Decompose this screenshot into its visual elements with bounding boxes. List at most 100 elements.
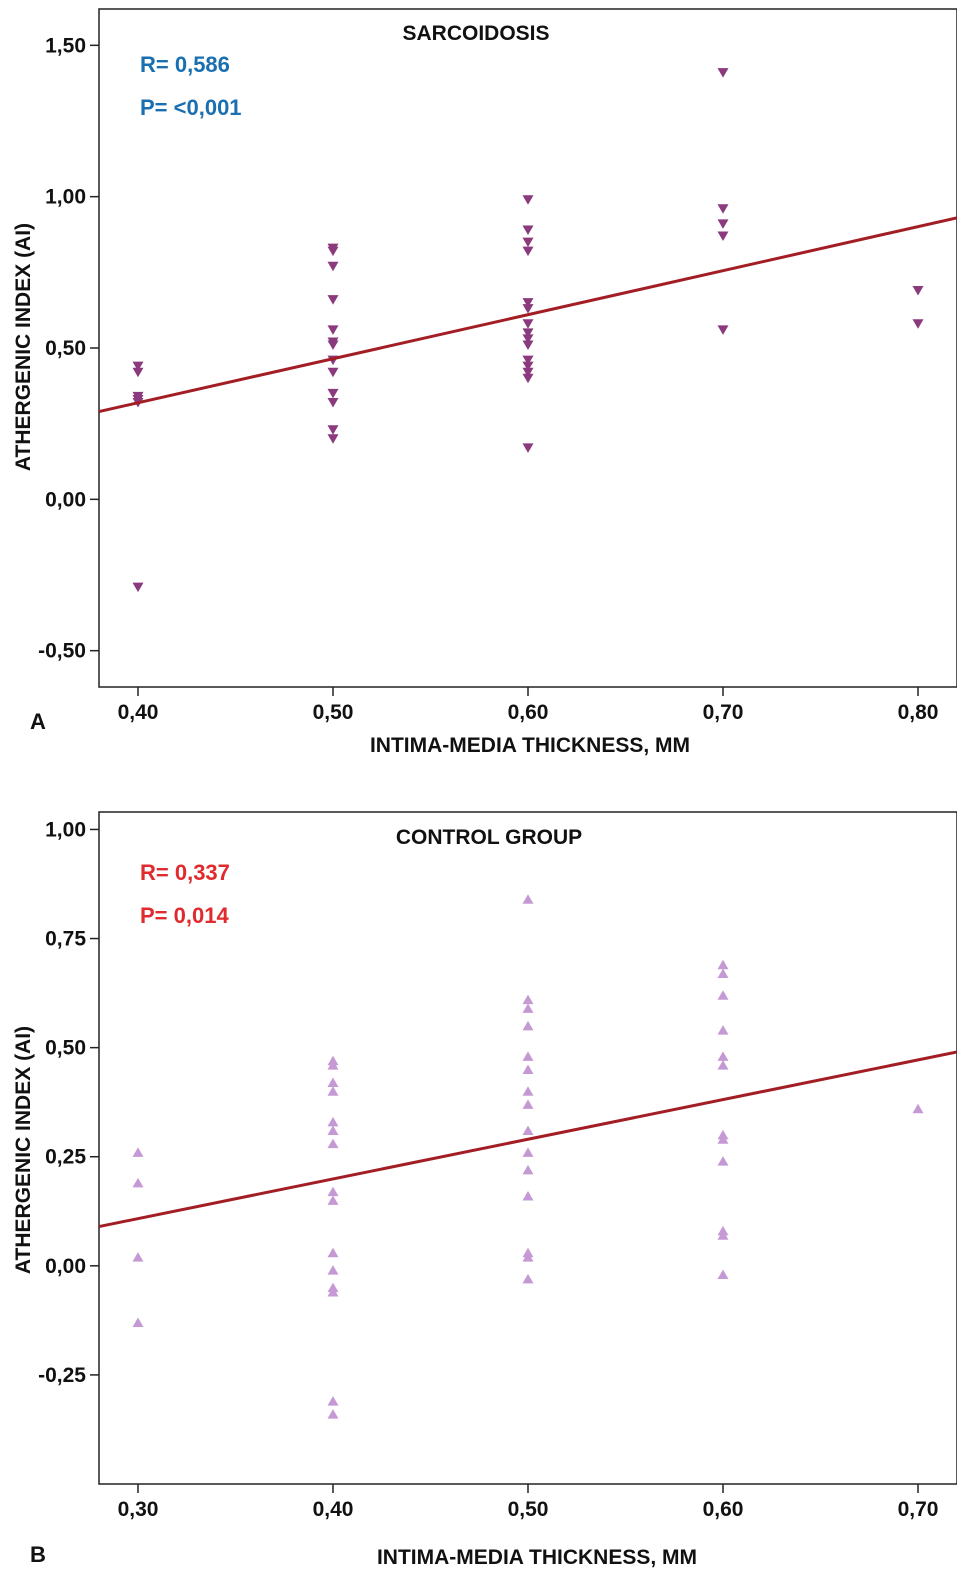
regression-line-b xyxy=(98,1050,957,1229)
x-ticks-b: 0,30 0,40 0,50 0,60 0,70 xyxy=(118,1484,939,1521)
data-point xyxy=(522,355,534,366)
data-point xyxy=(717,959,729,970)
data-point xyxy=(522,237,534,248)
data-point xyxy=(522,1064,534,1074)
points-a xyxy=(132,68,924,593)
data-point xyxy=(717,1134,729,1144)
points-b xyxy=(132,894,924,1419)
data-point xyxy=(717,1060,729,1070)
data-point xyxy=(912,319,924,329)
data-point xyxy=(522,319,534,329)
x-tick-label: 0,60 xyxy=(703,1498,744,1521)
data-point xyxy=(327,1186,339,1197)
data-point xyxy=(327,1409,339,1419)
data-point xyxy=(717,325,729,335)
data-point xyxy=(522,1191,534,1201)
data-point xyxy=(522,1147,534,1157)
data-point xyxy=(717,1156,729,1166)
data-point xyxy=(327,1086,339,1096)
data-point xyxy=(132,582,144,593)
data-point xyxy=(327,1060,339,1070)
data-point xyxy=(327,388,339,399)
data-point xyxy=(912,1103,924,1114)
data-point xyxy=(522,443,534,453)
panel-a: SARCOIDOSIS R= 0,586 P= <0,001 1,50 1,00 0… xyxy=(12,8,957,757)
panel-letter-b: B xyxy=(30,1542,46,1567)
r-value-b: R= 0,337 xyxy=(140,860,230,885)
x-axis-title-a: INTIMA-MEDIA THICKNESS, MM xyxy=(370,734,690,757)
data-point xyxy=(717,231,729,242)
y-axis-title-b: ATHERGENIC INDEX (AI) xyxy=(12,1026,35,1274)
data-point xyxy=(132,1147,144,1157)
x-tick-label: 0,40 xyxy=(118,701,159,724)
data-point xyxy=(522,304,534,314)
y-tick-label: 1,00 xyxy=(45,818,86,841)
data-point xyxy=(522,246,534,257)
data-point xyxy=(327,1396,339,1406)
x-tick-label: 0,60 xyxy=(508,701,549,724)
data-point xyxy=(327,1247,339,1258)
data-point xyxy=(327,425,339,435)
data-point xyxy=(132,361,144,372)
y-tick-label: 0,25 xyxy=(45,1146,86,1169)
data-point xyxy=(522,373,534,384)
data-point xyxy=(522,225,534,235)
x-tick-label: 0,80 xyxy=(898,701,939,724)
panel-title-a: SARCOIDOSIS xyxy=(402,22,549,45)
data-point xyxy=(132,1177,144,1188)
y-ticks-b: 1,00 0,75 0,50 0,25 0,00 -0,25 xyxy=(38,818,99,1387)
data-point xyxy=(717,1269,729,1280)
p-value-b: P= 0,014 xyxy=(140,903,229,928)
data-point xyxy=(522,1099,534,1109)
x-ticks-a: 0,40 0,50 0,60 0,70 0,80 xyxy=(118,687,939,724)
data-point xyxy=(522,1003,534,1013)
x-tick-label: 0,50 xyxy=(508,1498,549,1521)
data-point xyxy=(327,1287,339,1297)
data-point xyxy=(717,968,729,978)
x-tick-label: 0,70 xyxy=(898,1498,939,1521)
data-point xyxy=(327,1138,339,1149)
y-tick-label: -0,25 xyxy=(38,1364,86,1387)
panel-b: CONTROL GROUP R= 0,337 P= 0,014 1,00 0,75… xyxy=(12,811,957,1569)
y-tick-label: 0,00 xyxy=(45,1255,86,1278)
data-point xyxy=(327,261,339,272)
data-point xyxy=(522,1051,534,1061)
data-point xyxy=(327,325,339,335)
x-axis-title-b: INTIMA-MEDIA THICKNESS, MM xyxy=(377,1546,697,1569)
y-tick-label: 1,50 xyxy=(45,34,86,57)
data-point xyxy=(717,1230,729,1240)
y-tick-label: 0,50 xyxy=(45,337,86,360)
data-point xyxy=(717,219,729,229)
x-tick-label: 0,30 xyxy=(118,1498,159,1521)
data-point xyxy=(327,397,339,408)
panel-letter-a: A xyxy=(30,709,46,734)
y-tick-label: -0,50 xyxy=(38,640,86,663)
y-tick-label: 0,75 xyxy=(45,928,86,951)
panel-title-b: CONTROL GROUP xyxy=(396,826,582,849)
data-point xyxy=(522,1252,534,1262)
data-point xyxy=(522,1164,534,1175)
regression-line-a xyxy=(98,216,957,414)
data-point xyxy=(522,1020,534,1031)
r-value-a: R= 0,586 xyxy=(140,52,230,77)
data-point xyxy=(327,1265,339,1275)
y-tick-label: 0,00 xyxy=(45,488,86,511)
data-point xyxy=(327,246,339,257)
data-point xyxy=(522,994,534,1005)
data-point xyxy=(522,334,534,344)
p-value-a: P= <0,001 xyxy=(140,95,242,120)
x-tick-label: 0,70 xyxy=(703,701,744,724)
data-point xyxy=(522,340,534,350)
data-point xyxy=(522,1086,534,1096)
data-point xyxy=(132,1317,144,1328)
data-point xyxy=(717,204,729,214)
data-point xyxy=(327,340,339,350)
data-point xyxy=(717,1051,729,1061)
data-point xyxy=(327,295,339,305)
data-point xyxy=(522,298,534,308)
y-tick-label: 0,50 xyxy=(45,1037,86,1060)
data-point xyxy=(522,1273,534,1284)
data-point xyxy=(327,1077,339,1088)
y-ticks-a: 1,50 1,00 0,50 0,00 -0,50 xyxy=(38,34,99,663)
